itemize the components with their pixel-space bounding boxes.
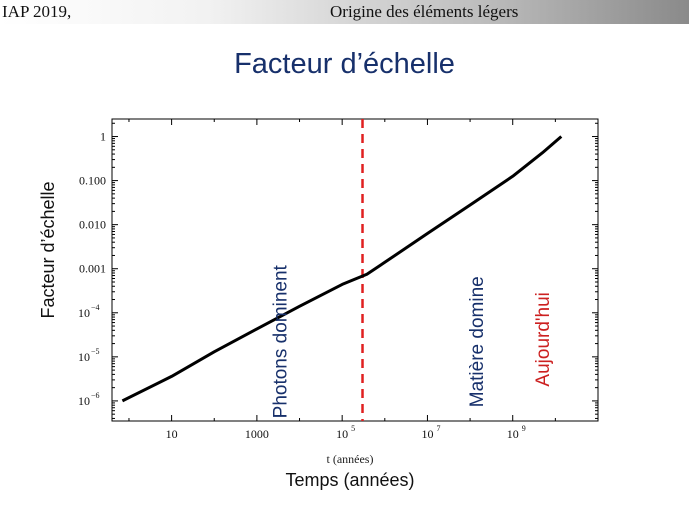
y-tick-label: 10: [78, 394, 90, 408]
annotation-label: Aujourd'hui: [533, 292, 554, 386]
x-tick-label: 1000: [245, 427, 269, 441]
x-tick-label: 10: [166, 427, 178, 441]
scale-factor-curve: [121, 135, 563, 403]
x-tick-label: 10: [507, 427, 519, 441]
y-axis-label: Facteur d’échelle: [38, 181, 58, 318]
x-tick-label: 10: [336, 427, 348, 441]
slide-title: Facteur d’échelle: [234, 48, 455, 80]
header-right-text: Origine des éléments légers: [330, 2, 519, 21]
y-tick-exponent: −5: [91, 347, 100, 356]
time-axis-title: Temps (années): [285, 470, 415, 490]
slide-header: IAP 2019, Origine des éléments légers: [0, 0, 689, 24]
annotation-label: Matière domine: [467, 276, 488, 407]
y-tick-label: 0.010: [79, 218, 106, 232]
x-axis-ticks: 10 1000 10 5 10 7 10 9: [128, 119, 556, 441]
x-tick-label: 10: [421, 427, 433, 441]
plot-frame: [111, 118, 599, 422]
y-tick-exponent: −4: [91, 303, 100, 312]
chart-annotations: Photons dominent Matière domine Aujourd'hu…: [271, 264, 554, 418]
time-axis-label: t (années): [326, 452, 374, 466]
y-tick-label: 10: [78, 350, 90, 364]
y-tick-exponent: −6: [91, 391, 100, 400]
x-tick-exponent: 7: [436, 424, 440, 433]
x-tick-exponent: 5: [351, 424, 355, 433]
header-left-text: IAP 2019,: [2, 2, 72, 21]
annotation-label: Photons dominent: [271, 264, 292, 418]
x-tick-exponent: 9: [522, 424, 526, 433]
y-tick-label: 0.001: [79, 262, 106, 276]
y-tick-label: 0.100: [79, 174, 106, 188]
y-tick-label: 10: [78, 306, 90, 320]
y-tick-label: 1: [100, 130, 106, 144]
